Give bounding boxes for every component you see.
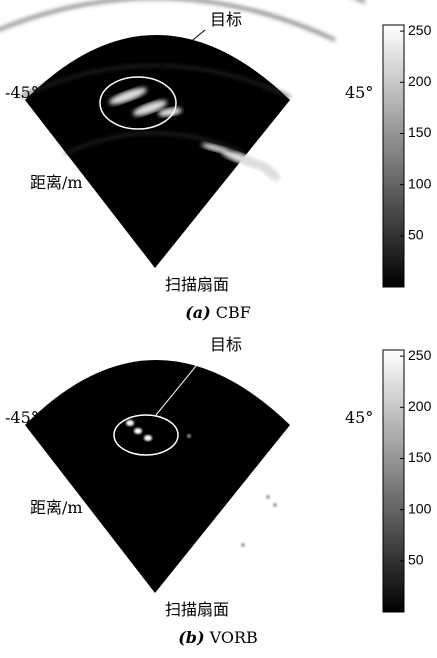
sector-label: 扫描扇面 <box>165 275 229 294</box>
right-angle: 45° <box>345 408 373 427</box>
echo <box>134 428 142 434</box>
sector-image <box>25 360 290 593</box>
panel: 目标 -45° 45° 距离/m 扫描扇面 (a) CBF 50 100 150 200 250 <box>0 0 432 322</box>
caption-text: CBF <box>216 303 251 322</box>
sector-image <box>25 35 290 268</box>
colorbar <box>383 350 404 612</box>
left-angle: -45° <box>5 83 39 102</box>
echo <box>241 543 245 547</box>
colorbar-tick-label: 50 <box>408 227 424 243</box>
colorbar-tick-label: 150 <box>408 449 432 465</box>
colorbar <box>383 25 404 287</box>
echo <box>144 435 152 441</box>
left-angle: -45° <box>5 408 39 427</box>
ring-artifact <box>0 0 365 2</box>
caption: (a) CBF <box>185 303 251 322</box>
echo <box>273 503 277 507</box>
target-label: 目标 <box>210 335 242 354</box>
sector-label: 扫描扇面 <box>165 600 229 619</box>
caption-index: (a) <box>185 303 211 322</box>
colorbar-tick-label: 250 <box>408 347 432 363</box>
colorbar-tick-label: 100 <box>408 500 432 516</box>
colorbar-tick-label: 250 <box>408 22 432 38</box>
colorbar-tick-label: 100 <box>408 175 432 191</box>
colorbar-tick-label: 50 <box>408 552 424 568</box>
colorbar-tick-label: 150 <box>408 124 432 140</box>
caption: (b) VORB <box>178 628 258 647</box>
figure: 目标 -45° 45° 距离/m 扫描扇面 (a) CBF 50 100 150 200 250 目标 -… <box>0 0 437 654</box>
target-label: 目标 <box>210 10 242 29</box>
echo <box>187 434 191 438</box>
ring-artifact <box>0 0 335 40</box>
colorbar-tick-label: 200 <box>408 398 432 414</box>
echo <box>266 495 270 499</box>
panel: 目标 -45° 45° 距离/m 扫描扇面 (b) VORB 50 100 150 200 250 <box>5 335 432 647</box>
echo <box>126 420 134 426</box>
right-angle: 45° <box>345 83 373 102</box>
caption-text: VORB <box>209 628 258 647</box>
echo <box>258 160 283 183</box>
range-label: 距离/m <box>30 498 83 517</box>
caption-index: (b) <box>178 628 204 647</box>
colorbar-tick-label: 200 <box>408 73 432 89</box>
range-label: 距离/m <box>30 173 83 192</box>
